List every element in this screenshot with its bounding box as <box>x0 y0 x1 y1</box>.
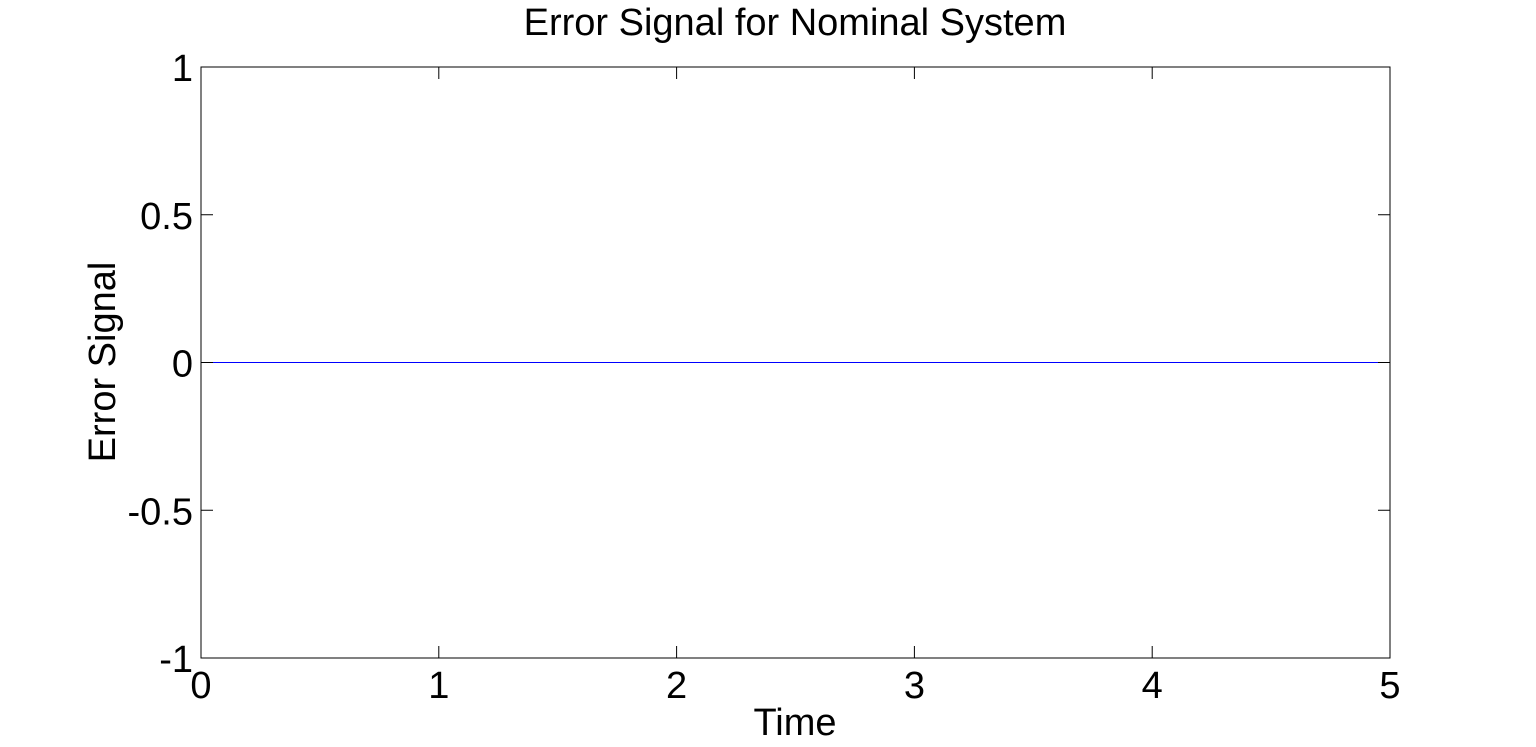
chart-title: Error Signal for Nominal System <box>524 2 1067 44</box>
x-tick-labels: 0 1 2 3 4 5 <box>190 665 1400 707</box>
y-tick-label: -0.5 <box>128 491 193 533</box>
y-tick-labels: -1 -0.5 0 0.5 1 <box>128 48 193 681</box>
x-tick-label: 5 <box>1379 665 1400 707</box>
y-tick-label: 0.5 <box>140 196 193 238</box>
axes-box <box>200 66 1391 659</box>
x-tick-label: 4 <box>1142 665 1163 707</box>
y-tick-label: 0 <box>172 344 193 386</box>
x-tick-label: 2 <box>666 665 687 707</box>
x-axis-label: Time <box>753 702 836 744</box>
x-tick-label: 1 <box>428 665 449 707</box>
x-tick-label: 0 <box>190 665 211 707</box>
y-axis-label: Error Signal <box>82 262 124 463</box>
y-tick-label: -1 <box>159 639 193 681</box>
x-tick-label: 3 <box>904 665 925 707</box>
y-tick-label: 1 <box>172 48 193 90</box>
